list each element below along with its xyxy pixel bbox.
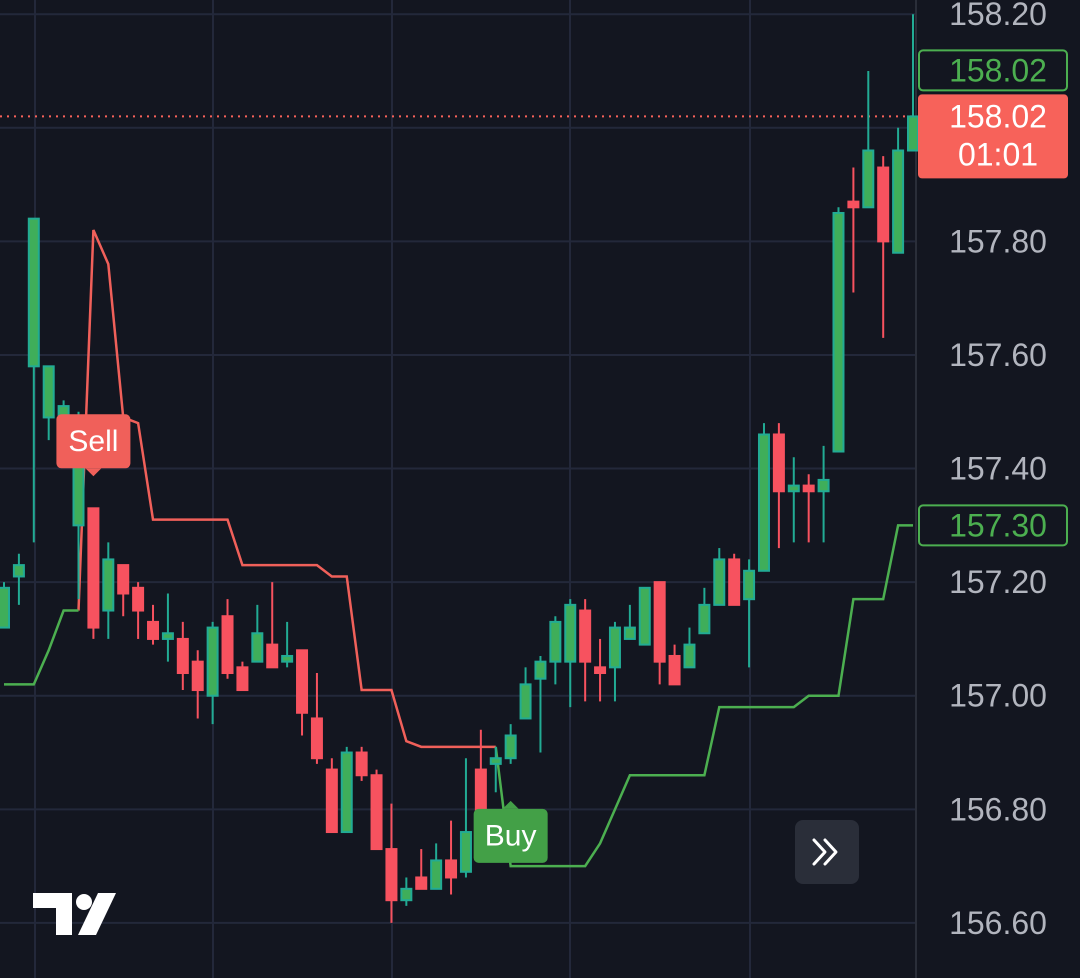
candle-body bbox=[191, 660, 204, 692]
signal-pointer bbox=[502, 800, 519, 809]
candle-body bbox=[340, 751, 353, 834]
candle-body bbox=[489, 757, 502, 765]
y-tick-label: 156.80 bbox=[949, 791, 1047, 827]
candle-body bbox=[415, 876, 428, 890]
candle-body bbox=[445, 859, 458, 879]
candle-body bbox=[698, 603, 711, 635]
price-label-box bbox=[918, 504, 1068, 547]
candle-body bbox=[251, 632, 264, 663]
y-tick-label: 157.60 bbox=[949, 337, 1047, 373]
candle-body bbox=[608, 626, 621, 669]
candle-body bbox=[27, 217, 40, 368]
candle-body bbox=[668, 654, 681, 686]
signal-box bbox=[56, 414, 131, 469]
y-tick-label: 157.80 bbox=[949, 223, 1047, 259]
y-tick-label: 157.00 bbox=[949, 678, 1047, 714]
candle-body bbox=[549, 620, 562, 663]
candle-body bbox=[787, 484, 800, 493]
y-tick-label: 157.20 bbox=[949, 564, 1047, 600]
button-bg[interactable] bbox=[795, 820, 859, 884]
countdown-label: 01:01 bbox=[958, 136, 1038, 172]
candle-body bbox=[310, 717, 323, 760]
y-tick-label: 157.40 bbox=[949, 451, 1047, 487]
candle-body bbox=[892, 149, 905, 254]
candle-body bbox=[0, 586, 10, 629]
candle-body bbox=[877, 166, 890, 243]
signal-pointer bbox=[85, 468, 102, 477]
candle-body bbox=[772, 433, 785, 493]
button-icon[interactable] bbox=[812, 838, 838, 866]
candle-body bbox=[564, 603, 577, 663]
candle-body bbox=[519, 683, 532, 720]
plot: Sell Buy bbox=[0, 14, 919, 923]
logo-part bbox=[78, 893, 116, 935]
candle-body bbox=[713, 558, 726, 606]
candle-body bbox=[832, 211, 845, 453]
candle-body bbox=[355, 751, 368, 777]
candle-body bbox=[206, 626, 219, 697]
tradingview-logo bbox=[33, 893, 116, 935]
candle-body bbox=[102, 558, 115, 612]
scroll-to-latest-button[interactable] bbox=[795, 820, 859, 884]
candle-body bbox=[161, 632, 174, 640]
candle-body bbox=[579, 609, 592, 663]
candle-body bbox=[147, 620, 160, 640]
candle-body bbox=[623, 626, 636, 640]
candle-body bbox=[325, 768, 338, 834]
candle-body bbox=[594, 666, 607, 675]
candle-body bbox=[385, 848, 398, 902]
trend-line bbox=[4, 609, 79, 686]
y-tick-label: 158.20 bbox=[949, 0, 1047, 32]
candle-body bbox=[12, 564, 25, 578]
y-tick-label: 156.60 bbox=[949, 905, 1047, 941]
candle-body bbox=[802, 484, 815, 493]
candle-body bbox=[266, 643, 279, 669]
price-label: 158.02 bbox=[949, 52, 1047, 88]
candle-body bbox=[42, 365, 55, 419]
candle-body bbox=[743, 569, 756, 601]
candle-body bbox=[221, 615, 234, 675]
price-label-box bbox=[918, 49, 1068, 92]
last-price-box bbox=[918, 94, 1068, 179]
candle-body bbox=[296, 649, 309, 714]
candle-body bbox=[653, 581, 666, 663]
candle-body bbox=[370, 774, 383, 851]
candle-body bbox=[757, 433, 770, 572]
candle-body bbox=[534, 660, 547, 680]
candle-body bbox=[132, 586, 145, 612]
candle-body bbox=[683, 643, 696, 669]
trend-line bbox=[494, 524, 913, 868]
candle-body bbox=[236, 666, 249, 692]
candle-body bbox=[847, 200, 860, 209]
logo-part bbox=[33, 893, 72, 935]
candle-body bbox=[400, 887, 413, 902]
candle-body bbox=[281, 654, 294, 663]
signal-label: Buy bbox=[485, 819, 537, 852]
candle-body bbox=[504, 734, 517, 760]
candle-body bbox=[87, 507, 100, 629]
price-label: 157.30 bbox=[949, 507, 1047, 543]
trend-line bbox=[77, 229, 496, 749]
candle-body bbox=[728, 558, 741, 606]
candle-body bbox=[907, 115, 919, 152]
candle-body bbox=[430, 859, 443, 890]
candle-body bbox=[117, 564, 130, 595]
signal-box bbox=[473, 808, 548, 863]
candle-body bbox=[638, 586, 651, 646]
candle-body bbox=[817, 478, 830, 493]
candle-body bbox=[176, 637, 189, 675]
last-price-label: 158.02 bbox=[949, 98, 1047, 134]
signal-label: Sell bbox=[68, 425, 118, 458]
candle-body bbox=[862, 149, 875, 209]
logo-part bbox=[76, 894, 92, 910]
candle-body bbox=[459, 831, 472, 873]
